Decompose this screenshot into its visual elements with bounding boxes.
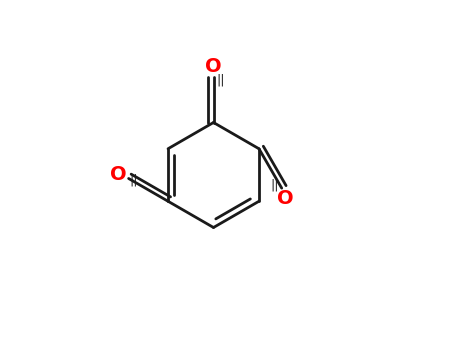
Text: O: O <box>205 57 222 76</box>
Text: O: O <box>110 166 126 184</box>
Text: ||: || <box>216 74 225 87</box>
Text: ||: || <box>270 178 279 191</box>
Text: O: O <box>277 189 293 208</box>
Text: ||: || <box>130 174 138 187</box>
